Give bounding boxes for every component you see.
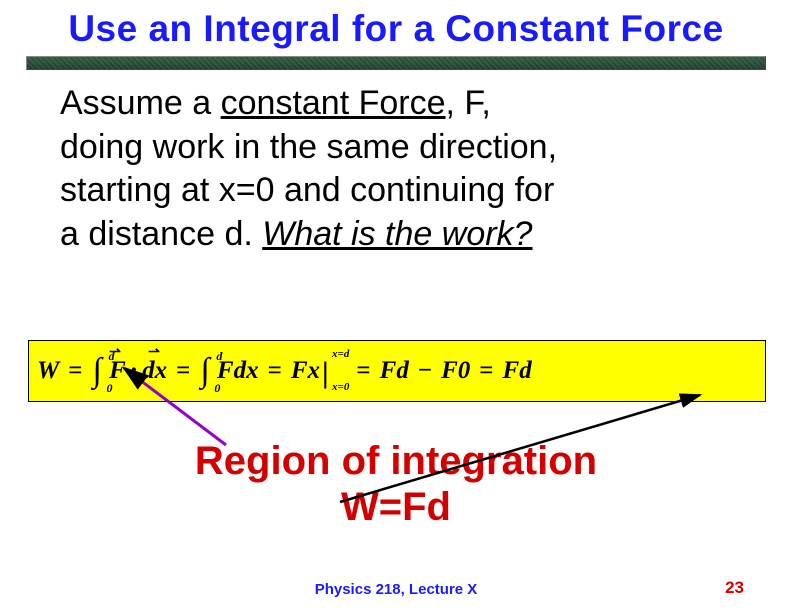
equation-box: W = ∫0d F · dx = ∫0d Fdx = Fx|x=dx=0 = F… (28, 340, 766, 402)
eq-eval-ub: x=d (332, 348, 349, 360)
eq-F0: F0 (441, 357, 470, 385)
eq-Fd1: Fd (380, 357, 409, 385)
eq-F-vec: F (109, 357, 126, 385)
body-line1a: Assume a (60, 84, 221, 122)
eq-int2-lb: 0 (214, 382, 220, 394)
eq-integral-1: ∫0d (92, 354, 101, 388)
body-line1c: , F, (446, 84, 491, 122)
slide: Use an Integral for a Constant Force Ass… (0, 0, 792, 612)
eq-dot: · (130, 357, 138, 385)
equation: W = ∫0d F · dx = ∫0d Fdx = Fx|x=dx=0 = F… (37, 354, 532, 388)
body-line2: doing work in the same direction, (60, 128, 557, 166)
eq-equals-5: = (479, 357, 493, 385)
slide-title: Use an Integral for a Constant Force (0, 0, 792, 56)
eq-eval-lb: x=0 (332, 381, 349, 393)
body-line3: starting at x=0 and continuing for (60, 171, 554, 209)
eq-equals-3: = (268, 357, 282, 385)
eq-Fd2: Fd (503, 357, 532, 385)
eq-equals-2: = (176, 357, 190, 385)
footer-course: Physics 218, Lecture X (0, 581, 792, 598)
body-text: Assume a constant Force, F, doing work i… (0, 70, 792, 256)
eq-minus: − (418, 357, 432, 385)
eq-equals-4: = (356, 357, 370, 385)
region-line2: W=Fd (341, 485, 451, 529)
eq-Fdx: Fdx (217, 357, 259, 385)
eq-dx-vec: dx (142, 357, 167, 385)
eq-equals-1: = (68, 357, 82, 385)
body-line1b: constant Force (221, 84, 446, 122)
divider-bar (26, 56, 766, 70)
body-line4a: a distance d. (60, 215, 262, 253)
eq-int2-ub: d (216, 350, 222, 362)
eq-eval: |x=dx=0 (320, 356, 329, 387)
eq-integral-2: ∫0d (200, 354, 209, 388)
region-label: Region of integration W=Fd (0, 438, 792, 530)
body-line4b: What is the work? (262, 215, 532, 253)
footer-page: 23 (725, 578, 744, 598)
eq-Fx: Fx (291, 357, 320, 385)
eq-W: W (37, 357, 59, 385)
region-line1: Region of integration (195, 439, 597, 483)
